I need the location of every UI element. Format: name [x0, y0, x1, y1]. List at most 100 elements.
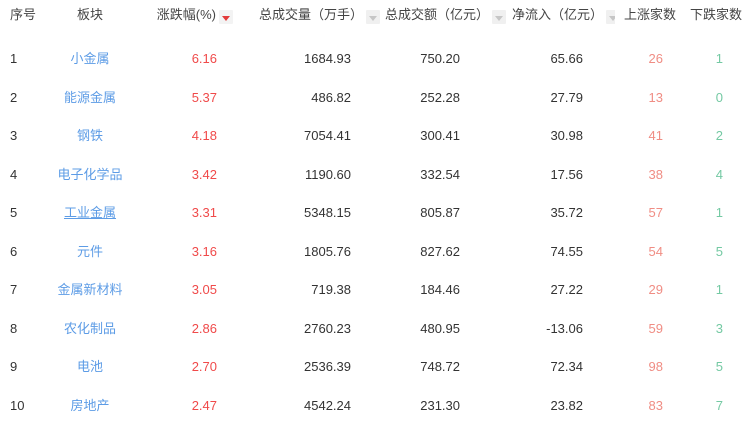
table-row: 1 小金属 6.16 1684.93 750.20 65.66 26 1 — [0, 40, 747, 79]
sector-cell: 元件 — [40, 233, 140, 272]
change-value: 2.47 — [191, 397, 217, 413]
turnover-value: 300.41 — [420, 128, 460, 143]
col-header-change-label: 涨跌幅(%) — [156, 7, 216, 22]
losers-count: 1 — [715, 51, 723, 66]
losers-count: 3 — [715, 320, 723, 336]
turnover-value: 332.54 — [420, 166, 460, 182]
turnover-value: 805.87 — [420, 205, 460, 220]
sector-cell: 小金属 — [40, 40, 140, 79]
turnover-value: 827.62 — [420, 243, 460, 259]
change-value: 3.16 — [191, 243, 217, 259]
volume-value: 2536.39 — [304, 359, 351, 374]
turnover-value: 184.46 — [420, 282, 460, 297]
sector-cell: 电池 — [40, 348, 140, 387]
row-index: 2 — [10, 89, 18, 105]
gainers-count: 54 — [648, 243, 663, 259]
gainers-count: 38 — [648, 166, 663, 182]
net-inflow-value: 17.56 — [550, 166, 583, 182]
row-index: 8 — [10, 320, 18, 336]
volume-value: 2760.23 — [304, 320, 351, 336]
sort-icon[interactable] — [366, 10, 380, 24]
change-value: 4.18 — [191, 128, 217, 143]
gainers-count: 26 — [648, 51, 663, 66]
volume-value: 1684.93 — [304, 51, 351, 66]
col-header-net-inflow[interactable]: 净流入（亿元） — [512, 0, 615, 40]
table-row: 6 元件 3.16 1805.76 827.62 74.55 54 5 — [0, 233, 747, 272]
col-header-change[interactable]: 涨跌幅(%) — [140, 0, 240, 40]
volume-value: 7054.41 — [304, 128, 351, 143]
turnover-value: 252.28 — [420, 89, 460, 105]
losers-count: 0 — [715, 89, 723, 105]
change-value: 3.05 — [191, 282, 217, 297]
col-header-gainers: 上涨家数 — [623, 7, 676, 22]
table-row: 10 房地产 2.47 4542.24 231.30 23.82 83 7 — [0, 387, 747, 426]
row-index: 5 — [10, 205, 18, 220]
sector-link[interactable]: 农化制品 — [63, 320, 116, 336]
table-row: 4 电子化学品 3.42 1190.60 332.54 17.56 38 4 — [0, 156, 747, 195]
table-row: 3 钢铁 4.18 7054.41 300.41 30.98 41 2 — [0, 117, 747, 156]
sector-link[interactable]: 金属新材料 — [57, 282, 123, 297]
gainers-count: 13 — [648, 89, 663, 105]
sector-link[interactable]: 工业金属 — [63, 205, 116, 220]
sort-icon[interactable] — [606, 10, 615, 24]
turnover-value: 748.72 — [420, 359, 460, 374]
col-header-turnover-label: 总成交额（亿元） — [385, 7, 490, 22]
col-header-index: 序号 — [10, 7, 37, 22]
col-header-volume[interactable]: 总成交量（万手） — [240, 0, 385, 40]
gainers-count: 41 — [648, 128, 663, 143]
net-inflow-value: 27.22 — [550, 282, 583, 297]
volume-value: 4542.24 — [304, 397, 351, 413]
net-inflow-value: 23.82 — [550, 397, 583, 413]
volume-value: 5348.15 — [304, 205, 351, 220]
sector-ranking-table: 序号 板块 涨跌幅(%) 总成交量（万手） 总成交额（亿元） 净流入（亿元） 上… — [0, 0, 747, 426]
sector-link[interactable]: 电子化学品 — [57, 166, 123, 182]
net-inflow-value: -13.06 — [546, 320, 583, 336]
col-header-turnover[interactable]: 总成交额（亿元） — [385, 0, 512, 40]
gainers-count: 59 — [648, 320, 663, 336]
change-value: 6.16 — [191, 51, 217, 66]
losers-count: 7 — [715, 397, 723, 413]
table-row: 5 工业金属 3.31 5348.15 805.87 35.72 57 1 — [0, 194, 747, 233]
col-header-net-inflow-label: 净流入（亿元） — [512, 7, 604, 22]
sector-link[interactable]: 能源金属 — [63, 89, 116, 105]
header-row: 序号 板块 涨跌幅(%) 总成交量（万手） 总成交额（亿元） 净流入（亿元） 上… — [0, 0, 747, 40]
sector-link[interactable]: 元件 — [76, 243, 103, 259]
sector-link[interactable]: 小金属 — [70, 51, 110, 66]
sector-link[interactable]: 房地产 — [70, 397, 110, 413]
sort-icon[interactable] — [492, 10, 507, 24]
volume-value: 1190.60 — [304, 166, 351, 182]
sector-cell: 房地产 — [40, 387, 140, 426]
sector-cell: 农化制品 — [40, 310, 140, 349]
col-header-losers: 下跌家数 — [689, 7, 742, 22]
sector-cell: 工业金属 — [40, 194, 140, 233]
sector-link[interactable]: 钢铁 — [76, 128, 103, 143]
turnover-value: 480.95 — [420, 320, 460, 336]
net-inflow-value: 72.34 — [550, 359, 583, 374]
sector-link[interactable]: 电池 — [76, 359, 103, 374]
volume-value: 486.82 — [311, 89, 351, 105]
sort-desc-active-icon[interactable] — [219, 10, 233, 24]
table-row: 2 能源金属 5.37 486.82 252.28 27.79 13 0 — [0, 79, 747, 118]
change-value: 5.37 — [191, 89, 217, 105]
change-value: 2.86 — [191, 320, 217, 336]
net-inflow-value: 35.72 — [550, 205, 583, 220]
net-inflow-value: 65.66 — [550, 51, 583, 66]
net-inflow-value: 74.55 — [550, 243, 583, 259]
losers-count: 4 — [715, 166, 723, 182]
gainers-count: 98 — [648, 359, 663, 374]
row-index: 7 — [10, 282, 18, 297]
volume-value: 719.38 — [311, 282, 351, 297]
sector-cell: 金属新材料 — [40, 271, 140, 310]
gainers-count: 57 — [648, 205, 663, 220]
losers-count: 1 — [715, 205, 723, 220]
turnover-value: 231.30 — [420, 397, 460, 413]
net-inflow-value: 30.98 — [550, 128, 583, 143]
row-index: 3 — [10, 128, 18, 143]
turnover-value: 750.20 — [420, 51, 460, 66]
change-value: 3.31 — [191, 205, 217, 220]
gainers-count: 83 — [648, 397, 663, 413]
change-value: 3.42 — [191, 166, 217, 182]
volume-value: 1805.76 — [304, 243, 351, 259]
sector-cell: 钢铁 — [40, 117, 140, 156]
net-inflow-value: 27.79 — [550, 89, 583, 105]
